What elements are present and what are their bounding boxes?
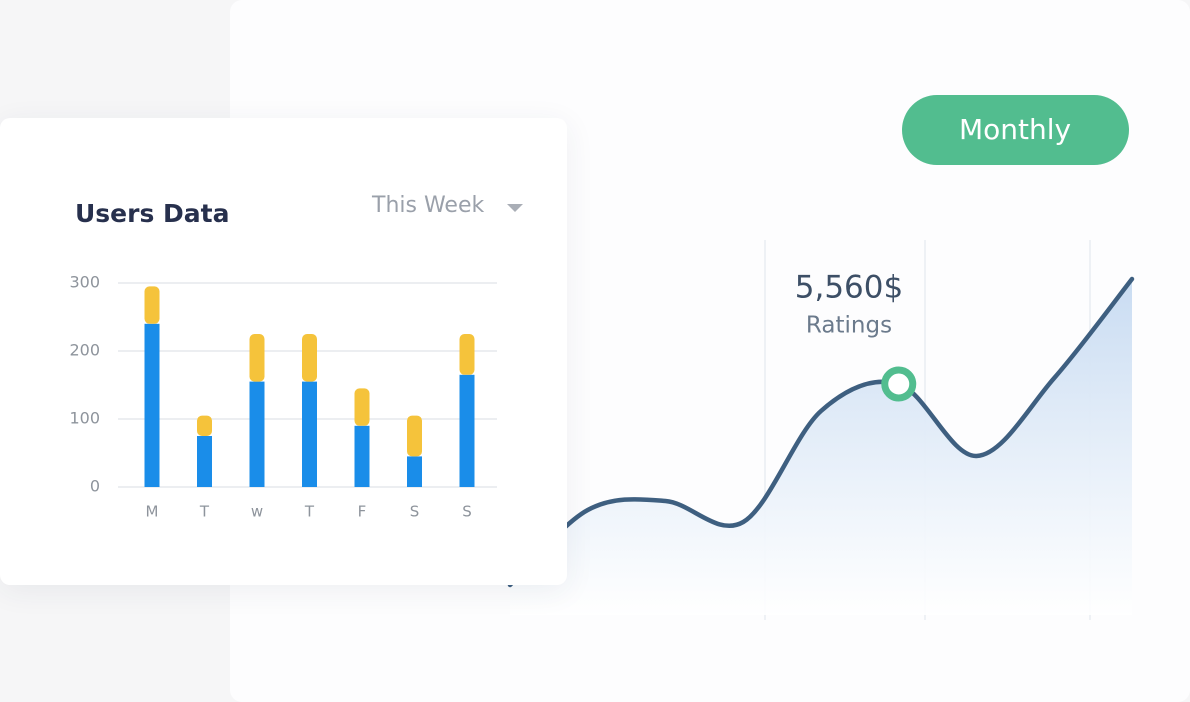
y-tick-label: 100 bbox=[69, 409, 100, 428]
highlight-marker bbox=[881, 366, 917, 402]
bar-segment bbox=[197, 436, 212, 487]
line bbox=[507, 276, 1135, 588]
bar-segment bbox=[302, 334, 317, 382]
y-tick-label: 200 bbox=[69, 341, 100, 360]
bar-segment bbox=[197, 415, 212, 436]
annotation-label: Ratings bbox=[806, 313, 892, 339]
period-select[interactable]: This Week bbox=[371, 193, 484, 218]
button-label[interactable]: Monthly bbox=[959, 113, 1071, 146]
x-tick-label: w bbox=[251, 503, 263, 521]
x-tick-label: F bbox=[358, 503, 367, 521]
bar-segment bbox=[407, 415, 422, 457]
y-tick-label: 300 bbox=[69, 273, 100, 292]
x-tick-label: S bbox=[410, 503, 420, 521]
bar-segment bbox=[302, 381, 317, 487]
bar-segment bbox=[407, 456, 422, 487]
bar-segment bbox=[354, 425, 370, 487]
area-fill bbox=[510, 279, 1132, 615]
bar-segment bbox=[459, 374, 475, 487]
x-tick-label: T bbox=[199, 503, 210, 521]
bar-segment bbox=[354, 388, 370, 426]
annotation-value: 5,560$ bbox=[795, 270, 903, 306]
bar-segment bbox=[459, 334, 475, 375]
line-layer bbox=[507, 276, 1135, 615]
bar-segment bbox=[249, 334, 265, 382]
x-tick-label: M bbox=[146, 503, 159, 521]
y-tick-label: 0 bbox=[90, 477, 100, 496]
dropdown-caret[interactable] bbox=[507, 204, 523, 212]
x-tick-label: T bbox=[304, 503, 315, 521]
bar-segment bbox=[144, 323, 160, 487]
chart-title: Users Data bbox=[75, 199, 230, 228]
bar-segment bbox=[144, 286, 160, 324]
bar-segment bbox=[249, 381, 265, 487]
x-tick-label: S bbox=[462, 503, 472, 521]
monthly-button[interactable] bbox=[902, 95, 1129, 165]
